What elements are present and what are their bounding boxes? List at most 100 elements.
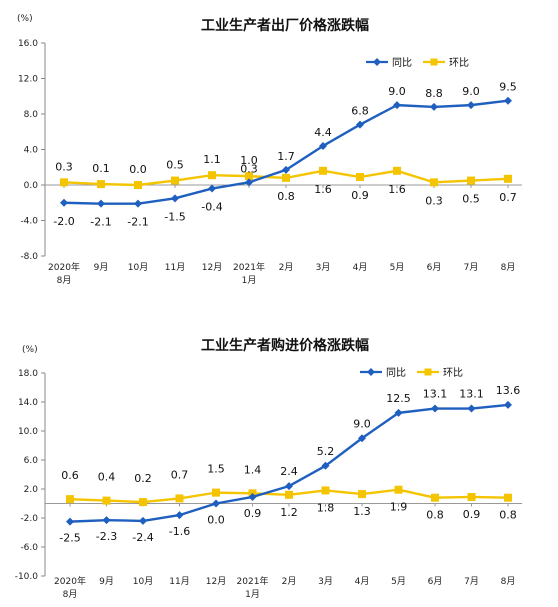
data-label-yoy: 6.8 bbox=[351, 105, 369, 118]
data-label-yoy: 9.0 bbox=[462, 85, 480, 98]
data-label-mom: 0.8 bbox=[426, 509, 444, 522]
data-label-yoy: 5.2 bbox=[317, 445, 335, 458]
data-point-mom bbox=[504, 174, 512, 183]
x-tick-label: 2021年 1月 bbox=[237, 575, 269, 600]
y-tick-label: 12.0 bbox=[18, 75, 38, 85]
data-label-mom: 0.9 bbox=[463, 508, 481, 521]
data-label-yoy: 12.5 bbox=[386, 392, 411, 405]
data-label-mom: 0.7 bbox=[499, 191, 517, 204]
x-tick-label: 4月 bbox=[353, 262, 368, 273]
data-point-mom bbox=[319, 166, 327, 175]
y-tick-label: 14.0 bbox=[18, 398, 38, 408]
data-label-mom: 1.1 bbox=[203, 153, 221, 166]
data-point-yoy bbox=[134, 199, 142, 208]
data-label-mom: 1.3 bbox=[353, 505, 371, 518]
y-tick-label: 10.0 bbox=[18, 427, 38, 437]
data-point-mom bbox=[134, 181, 142, 189]
data-point-yoy bbox=[60, 198, 68, 207]
data-label-mom: 0.3 bbox=[55, 160, 73, 173]
data-label-yoy: 9.0 bbox=[388, 85, 406, 98]
data-point-yoy bbox=[356, 120, 364, 129]
data-point-yoy bbox=[393, 101, 401, 110]
x-tick-label: 12月 bbox=[206, 576, 226, 587]
x-tick-label: 2020年 8月 bbox=[54, 575, 86, 600]
data-point-mom bbox=[467, 176, 475, 185]
y-tick-label: 8.0 bbox=[24, 110, 39, 120]
data-label-yoy: -1.6 bbox=[169, 525, 190, 538]
chart-title: 工业生产者购进价格涨跌幅 bbox=[201, 337, 369, 354]
legend-marker bbox=[367, 368, 375, 376]
data-label-mom: 0.8 bbox=[277, 190, 295, 203]
data-point-mom bbox=[139, 498, 147, 507]
data-point-mom bbox=[393, 166, 401, 175]
data-point-mom bbox=[245, 172, 253, 181]
data-point-yoy bbox=[175, 511, 184, 520]
x-tick-label: 8月 bbox=[501, 262, 516, 273]
data-label-mom: 1.6 bbox=[388, 183, 406, 196]
data-point-yoy bbox=[212, 499, 220, 508]
chart-1: (%) 工业生产者出厂价格涨跌幅 16.0 12.0 8.0 4.0 0.0 -4.0 -8.0… bbox=[17, 14, 522, 286]
data-point-mom bbox=[467, 492, 476, 501]
data-point-yoy bbox=[66, 517, 74, 526]
data-point-yoy bbox=[97, 199, 105, 208]
y-tick-label: 2.0 bbox=[24, 485, 39, 495]
x-tick-label: 2020年 8月 bbox=[48, 261, 80, 286]
data-point-yoy bbox=[504, 400, 512, 409]
data-label-yoy: 4.4 bbox=[314, 126, 332, 139]
data-label-mom: 0.4 bbox=[98, 471, 116, 484]
x-tick-label: 4月 bbox=[355, 576, 370, 587]
legend-label-yoy: 同比 bbox=[386, 367, 406, 379]
data-label-yoy: -2.4 bbox=[132, 531, 153, 544]
legend-label-yoy: 同比 bbox=[392, 57, 412, 69]
data-label-mom: 0.5 bbox=[462, 193, 480, 206]
data-point-yoy bbox=[358, 434, 366, 443]
data-point-yoy bbox=[467, 101, 475, 110]
legend-label-mom: 环比 bbox=[443, 367, 463, 379]
x-tick-label: 3月 bbox=[318, 576, 333, 587]
y-tick-label: -4.0 bbox=[20, 217, 38, 227]
data-label-mom: 1.0 bbox=[240, 154, 258, 167]
y-tick-label: -2.0 bbox=[20, 514, 38, 524]
data-label-mom: 1.6 bbox=[314, 183, 332, 196]
x-tick-label: 11月 bbox=[169, 576, 189, 587]
y-tick-label: 0.0 bbox=[24, 181, 39, 191]
data-label-yoy: -0.4 bbox=[201, 201, 222, 214]
data-label-yoy: -1.5 bbox=[164, 210, 185, 223]
chart-2: (%) 工业生产者购进价格涨跌幅 18.0 14.0 10.0 6.0 2.0 -2.0 -6.… bbox=[15, 337, 522, 600]
legend-marker bbox=[424, 368, 432, 376]
data-label-yoy: -2.1 bbox=[127, 216, 148, 229]
x-tick-label: 10月 bbox=[133, 576, 153, 587]
x-tick-label: 7月 bbox=[464, 576, 479, 587]
x-tick-label: 2021年 1月 bbox=[233, 261, 265, 286]
data-label-yoy: -2.1 bbox=[90, 216, 111, 229]
data-label-mom: 1.8 bbox=[317, 501, 335, 514]
data-label-mom: 1.2 bbox=[280, 506, 298, 519]
data-point-yoy bbox=[467, 404, 476, 413]
data-label-yoy: -2.5 bbox=[59, 532, 80, 545]
data-point-mom bbox=[66, 495, 74, 504]
data-point-mom bbox=[285, 490, 293, 499]
data-label-yoy: -2.0 bbox=[53, 215, 74, 228]
x-tick-label: 8月 bbox=[501, 576, 516, 587]
data-point-mom bbox=[208, 171, 216, 180]
data-point-yoy bbox=[430, 102, 438, 111]
y-tick-label: 18.0 bbox=[18, 369, 38, 379]
data-label-yoy: 9.0 bbox=[353, 417, 371, 430]
x-tick-label: 9月 bbox=[99, 576, 114, 587]
data-label-mom: 0.2 bbox=[134, 472, 152, 485]
y-tick-label: -8.0 bbox=[20, 252, 38, 262]
x-tick-label: 3月 bbox=[316, 262, 331, 273]
data-point-yoy bbox=[245, 178, 253, 187]
x-tick-label: 6月 bbox=[427, 262, 442, 273]
x-tick-label: 5月 bbox=[391, 576, 406, 587]
data-point-yoy bbox=[171, 194, 179, 203]
data-point-mom bbox=[504, 493, 512, 502]
data-point-mom bbox=[356, 173, 364, 182]
data-label-mom: 0.6 bbox=[61, 469, 79, 482]
legend-marker bbox=[430, 58, 438, 66]
data-point-mom bbox=[97, 180, 105, 189]
data-label-yoy: 0.0 bbox=[207, 514, 225, 527]
data-label-yoy: 13.6 bbox=[496, 384, 521, 397]
x-tick-label: 10月 bbox=[128, 262, 148, 273]
